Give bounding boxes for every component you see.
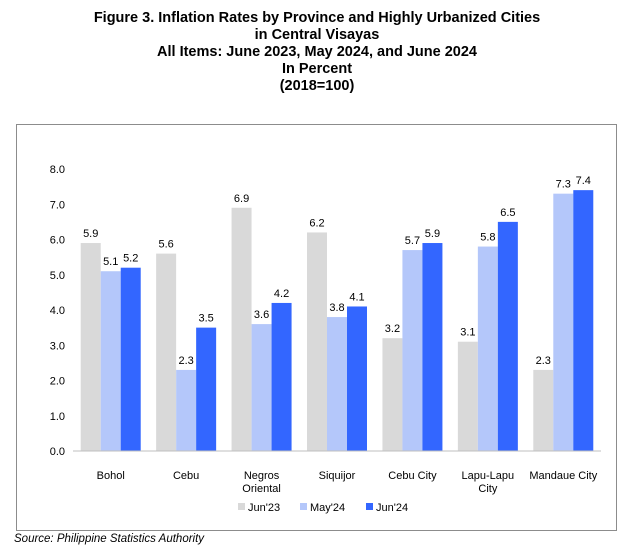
- title-line-5: (2018=100): [279, 78, 355, 94]
- data-label: 5.9: [83, 228, 98, 240]
- category-label: Siquijor: [319, 470, 356, 482]
- bar-jun23-siquijor: [307, 232, 327, 451]
- y-tick-label: 4.0: [50, 305, 65, 317]
- bar-jun24-cebu: [196, 327, 217, 451]
- data-label: 3.6: [254, 309, 269, 321]
- data-label: 3.1: [460, 327, 475, 339]
- legend-swatch: [300, 503, 307, 510]
- data-label: 2.3: [178, 355, 193, 367]
- bar-jun23-bohol: [80, 243, 101, 451]
- category-label: Cebu: [173, 470, 199, 482]
- bar-may24-siquijor: [327, 317, 347, 451]
- legend-label: Jun'24: [376, 502, 408, 514]
- y-tick-label: 6.0: [50, 235, 65, 247]
- category-label: Mandaue City: [529, 470, 597, 482]
- bar-jun24-bohol: [120, 267, 141, 451]
- data-label: 5.9: [425, 228, 440, 240]
- bar-jun23-negros-oriental: [231, 207, 252, 451]
- data-label: 3.5: [198, 313, 213, 325]
- legend-swatch: [366, 503, 373, 510]
- chart-title: Figure 3. Inflation Rates by Province an…: [0, 10, 634, 95]
- bar-jun23-cebu: [156, 253, 177, 451]
- bar-jun24-lapu-lapu-city: [497, 221, 518, 451]
- y-tick-label: 1.0: [50, 411, 65, 423]
- data-label: 5.6: [158, 239, 173, 251]
- y-tick-label: 8.0: [50, 164, 65, 176]
- y-tick-label: 3.0: [50, 340, 65, 352]
- title-line-3: All Items: June 2023, May 2024, and June…: [157, 44, 477, 60]
- data-label: 5.8: [480, 232, 495, 244]
- data-label: 3.8: [329, 302, 344, 314]
- bar-jun24-negros-oriental: [271, 302, 292, 451]
- category-label: Lapu-Lapu: [462, 470, 515, 482]
- category-label: Bohol: [97, 470, 125, 482]
- bar-jun23-mandaue-city: [533, 369, 554, 451]
- data-label: 4.2: [274, 288, 289, 300]
- data-label: 2.3: [536, 355, 551, 367]
- category-label: Cebu City: [388, 470, 437, 482]
- bar-chart: 0.0 1.0 2.0 3.0 4.0 5.0 6.0 7.0 8.0 5.9 5.6 6.9 6.2 3…: [50, 164, 601, 514]
- y-tick-label: 2.0: [50, 376, 65, 388]
- data-label: 4.1: [349, 291, 364, 303]
- bar-jun24-mandaue-city: [573, 190, 594, 451]
- y-tick-label: 7.0: [50, 199, 65, 211]
- bar-jun24-siquijor: [347, 306, 367, 451]
- y-tick-label: 5.0: [50, 270, 65, 282]
- data-label: 3.2: [385, 323, 400, 335]
- data-label: 5.1: [103, 256, 118, 268]
- bar-may24-bohol: [100, 271, 121, 451]
- category-label: Oriental: [242, 483, 281, 495]
- category-label: Negros: [244, 470, 280, 482]
- bar-jun23-cebu-city: [382, 338, 403, 451]
- chart-frame: 0.0 1.0 2.0 3.0 4.0 5.0 6.0 7.0 8.0 5.9 5.6 6.9 6.2 3…: [16, 124, 617, 531]
- bar-may24-mandaue-city: [553, 193, 574, 452]
- data-label: 6.2: [309, 217, 324, 229]
- data-label: 5.7: [405, 235, 420, 247]
- title-line-2: in Central Visayas: [254, 27, 380, 43]
- data-label: 7.3: [556, 179, 571, 191]
- title-line-1: Figure 3. Inflation Rates by Province an…: [93, 10, 541, 26]
- bar-may24-cebu: [176, 369, 197, 451]
- data-label: 5.2: [123, 253, 138, 265]
- bar-may24-negros-oriental: [251, 324, 272, 451]
- title-line-4: In Percent: [281, 61, 353, 77]
- category-label: City: [478, 483, 497, 495]
- bar-jun24-cebu-city: [422, 243, 443, 451]
- data-label: 6.5: [500, 207, 515, 219]
- bar-may24-cebu-city: [402, 250, 423, 451]
- legend-swatch: [238, 503, 245, 510]
- y-tick-label: 0.0: [50, 446, 65, 458]
- legend-label: May'24: [310, 502, 345, 514]
- source-note: Source: Philippine Statistics Authority: [14, 533, 205, 545]
- data-label: 6.9: [234, 193, 249, 205]
- bar-jun23-lapu-lapu-city: [457, 341, 478, 451]
- legend-label: Jun'23: [248, 502, 280, 514]
- data-label: 7.4: [576, 175, 591, 187]
- bar-may24-lapu-lapu-city: [477, 246, 498, 451]
